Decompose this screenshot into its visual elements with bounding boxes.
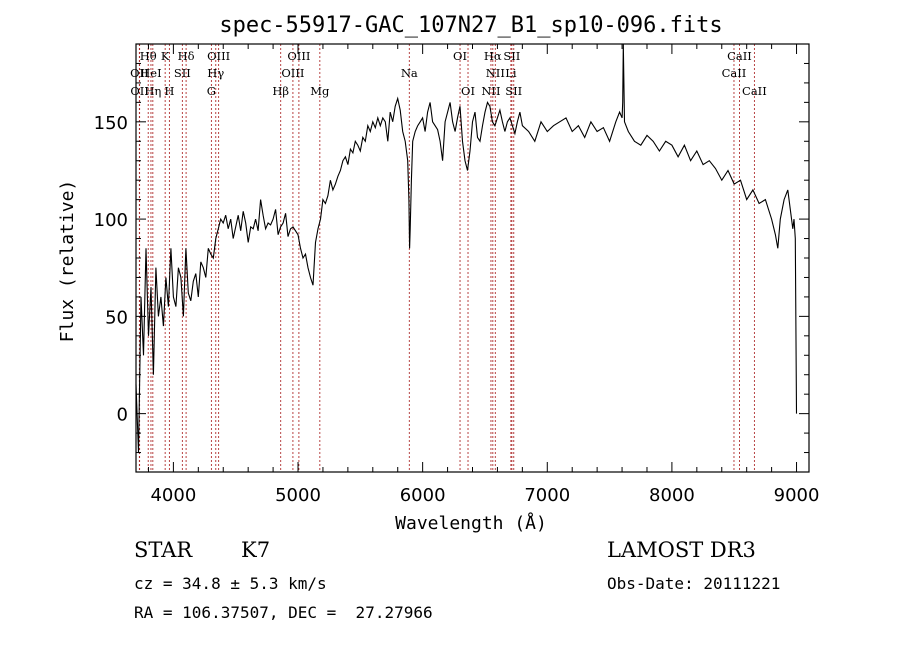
y-axis-label: Flux (relative) (57, 180, 78, 343)
line-label-25: CaII (727, 49, 752, 63)
line-label-2: OII (130, 84, 149, 98)
x-tick-label-4000: 4000 (150, 485, 196, 506)
line-label-21: NII (481, 84, 500, 98)
line-label-15: Mg (310, 84, 330, 98)
object-class: STAR (134, 538, 193, 562)
y-tick-label-0: 0 (117, 405, 128, 426)
y-tick-label-50: 50 (105, 307, 128, 328)
line-label-17: OI (453, 49, 467, 63)
axis-tick-labels: 4000 5000 6000 7000 8000 9000 0 50 100 150 (94, 113, 820, 506)
x-axis-label: Wavelength (Å) (395, 512, 547, 534)
line-label-20: NII (486, 66, 505, 80)
line-label-10: Hγ (207, 66, 224, 80)
line-label-14: OIII (281, 66, 304, 80)
line-label-0: Hθ (140, 49, 157, 63)
line-label-24: SII (505, 84, 522, 98)
x-tick-label-9000: 9000 (774, 485, 820, 506)
x-tick-label-7000: 7000 (524, 485, 570, 506)
line-label-23: Li (505, 66, 517, 80)
line-label-1: OII (130, 66, 149, 80)
line-label-11: G (207, 84, 216, 98)
line-label-19: Hα (484, 49, 502, 63)
line-label-13: OIII (287, 49, 310, 63)
plot-frame (135, 43, 810, 473)
line-label-22: SII (503, 49, 520, 63)
x-tick-label-5000: 5000 (275, 485, 321, 506)
chart-title: spec-55917-GAC_107N27_B1_sp10-096.fits (219, 13, 722, 38)
redshift-readout: cz = 34.8 ± 5.3 km/s (134, 574, 327, 593)
line-label-4: Hη (144, 84, 161, 98)
line-label-9: OIII (207, 49, 230, 63)
line-label-12: Hβ (272, 84, 289, 98)
spectral-line-markers (138, 44, 755, 472)
x-tick-label-8000: 8000 (649, 485, 695, 506)
line-label-3: HeI (140, 66, 161, 80)
line-label-8: Hδ (178, 49, 195, 63)
line-label-6: H (164, 84, 174, 98)
spectrum-series-line (135, 43, 798, 453)
line-label-18: OI (461, 84, 475, 98)
line-label-27: CaII (742, 84, 767, 98)
line-label-5: K (161, 49, 170, 63)
line-label-16: Na (401, 66, 418, 80)
coordinates-readout: RA = 106.37507, DEC = 27.27966 (134, 603, 433, 622)
survey-name: LAMOST DR3 (607, 538, 756, 562)
y-tick-label-100: 100 (94, 210, 128, 231)
line-label-7: SII (174, 66, 191, 80)
object-subclass: K7 (241, 538, 271, 562)
x-tick-label-6000: 6000 (400, 485, 446, 506)
observation-date: Obs-Date: 20111221 (607, 574, 781, 593)
line-label-26: CaII (722, 66, 747, 80)
y-tick-label-150: 150 (94, 113, 128, 134)
axis-ticks (136, 44, 809, 472)
